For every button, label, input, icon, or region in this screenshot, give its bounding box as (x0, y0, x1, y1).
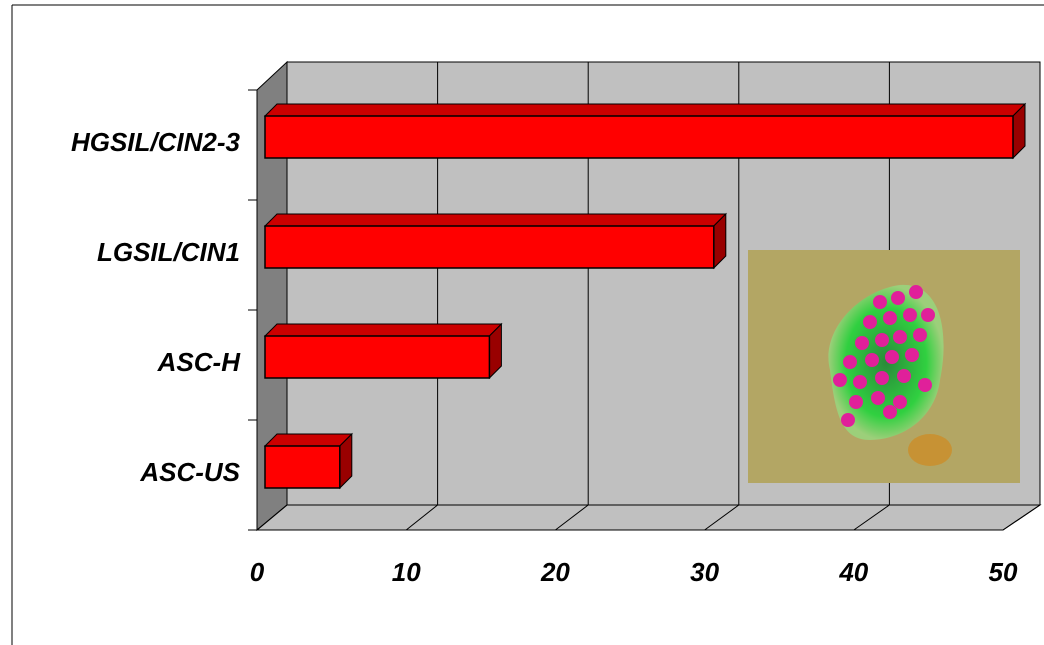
y-tick-label: ASC-H (157, 347, 242, 377)
y-tick-label: LGSIL/CIN1 (97, 237, 240, 267)
bar (265, 116, 1013, 158)
x-tick-label: 10 (392, 557, 421, 587)
bar (265, 226, 714, 268)
x-tick-label: 20 (540, 557, 570, 587)
x-tick-label: 40 (838, 557, 868, 587)
inset-image (748, 250, 1020, 483)
chart: 0 10 20 30 40 50 HGSIL/CIN2-3 LGSIL/CIN1 ASC-H AS… (0, 0, 1044, 645)
bar-top (265, 104, 1025, 116)
bar (265, 446, 340, 488)
bar-top (265, 434, 352, 446)
debris (908, 434, 952, 466)
floor (257, 505, 1040, 530)
bar (265, 336, 489, 378)
x-tick-label: 30 (690, 557, 719, 587)
bar-top (265, 324, 501, 336)
x-tick-label: 50 (989, 557, 1018, 587)
y-tick-label: HGSIL/CIN2-3 (71, 127, 241, 157)
bar-top (265, 214, 726, 226)
y-tick-label: ASC-US (139, 457, 240, 487)
page: 0 10 20 30 40 50 HGSIL/CIN2-3 LGSIL/CIN1 ASC-H AS… (0, 0, 1044, 645)
x-tick-label: 0 (250, 557, 265, 587)
